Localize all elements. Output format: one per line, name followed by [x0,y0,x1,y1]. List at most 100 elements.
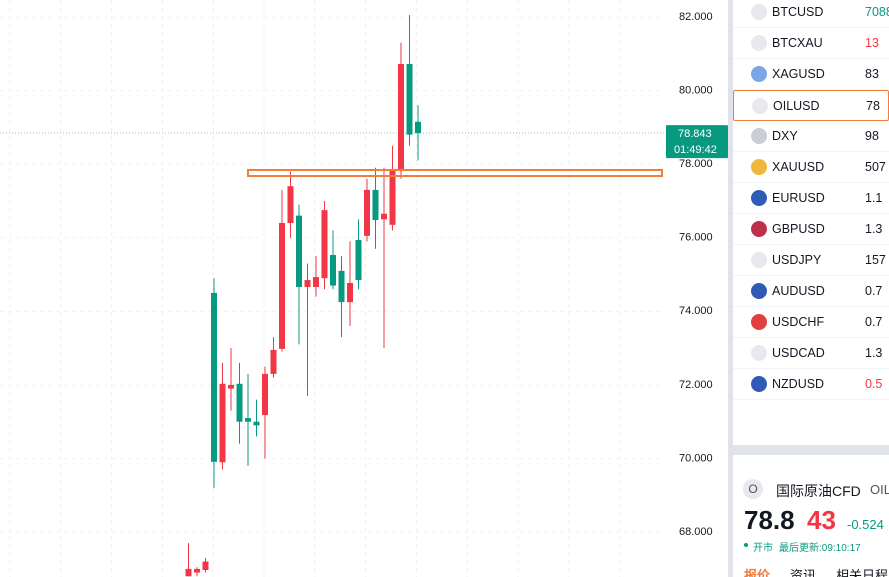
candle-body [406,64,413,135]
symbol-value: 83 [865,67,879,81]
price-tail: 43 [807,505,836,535]
watchlist-row[interactable]: DXY 98 [733,121,889,152]
y-tick-label: 72.000 [679,379,713,391]
watchlist-row[interactable]: OILUSD 78 [733,90,889,121]
symbol-icon [751,283,767,299]
symbol: EURUSD [772,191,825,205]
tab[interactable]: 报价 [744,568,771,577]
candle-body [253,421,260,426]
candle-body [372,189,379,221]
symbol-icon [751,4,767,20]
last-price-label: 78.843 [678,128,712,140]
price-change: -0.524 [847,517,884,532]
price-chart[interactable]: 82.000 80.000 78.000 76.000 74.000 72.000 70.0… [0,0,728,577]
symbol-value: 1.3 [865,222,883,236]
symbol-icon [751,221,767,237]
symbol-icon [751,345,767,361]
y-tick-label: 68.000 [679,526,713,538]
symbol: BTCXAU [772,36,823,50]
symbol-name: 国际原油CFD [776,483,861,499]
symbol: USDCAD [772,346,825,360]
candle-body [236,383,243,422]
symbol-value: 13 [865,36,879,50]
candle-body [219,383,226,463]
symbol-value: 157 [865,253,886,267]
symbol-detail: O 国际原油CFD OIL 78.8 43 -0.524 开市 最后更新:09:… [733,455,889,577]
status-dot [744,543,748,547]
watchlist-row[interactable]: USDCHF 0.7 [733,307,889,338]
symbol-icon [751,252,767,268]
last-price-box [666,125,728,159]
separator [733,445,889,455]
watchlist-row[interactable]: AUDUSD 0.7 [733,276,889,307]
price-main: 78.8 [744,505,795,535]
candle-body [185,568,192,577]
candle-body [381,213,387,220]
y-tick-label: 76.000 [679,232,713,244]
watchlist-row[interactable]: USDJPY 157 [733,245,889,276]
symbol-icon [752,98,768,114]
candle-body [287,186,294,223]
symbol-value: 0.5 [865,377,883,391]
watchlist-row[interactable]: NZDUSD 0.5 [733,369,889,400]
candle-body [389,170,396,225]
symbol: USDCHF [772,315,825,329]
symbol-icon: O [743,479,763,499]
symbol-icon [751,35,767,51]
y-tick-label: 80.000 [679,84,713,96]
candle-body [347,282,353,303]
candle-body [330,255,336,286]
watchlist-row[interactable]: EURUSD 1.1 [733,183,889,214]
tab[interactable]: 资讯 [790,568,817,577]
symbol-icon [751,159,767,175]
symbol: OILUSD [773,99,820,113]
symbol: BTCUSD [772,5,824,19]
watchlist: BTCUSD 7088 BTCXAU 13 XAGUSD 83 OILUSD 78 DXY 98 X… [733,0,889,430]
price-axis-bg [665,0,728,577]
symbol-value: 7088 [865,5,889,19]
candle-body [313,277,319,288]
symbol-value: 1.1 [865,191,883,205]
symbol-value: 78 [866,99,880,113]
y-tick-label: 78.000 [679,158,713,170]
symbol-icon [751,128,767,144]
symbol: AUDUSD [772,284,825,298]
watchlist-row[interactable]: GBPUSD 1.3 [733,214,889,245]
y-tick-label: 70.000 [679,452,713,464]
countdown: 01:49:42 [674,144,717,156]
candle-body [415,121,421,134]
symbol: GBPUSD [772,222,825,236]
tab[interactable]: 相关日程 [836,568,889,577]
market-status: 开市 [753,543,773,554]
symbol-value: 507 [865,160,886,174]
watchlist-row[interactable]: BTCXAU 13 [733,28,889,59]
symbol-icon [751,66,767,82]
y-tick-label: 74.000 [679,305,713,317]
candle-body [228,384,234,389]
drawn-rectangle[interactable] [247,169,663,177]
candle-body [262,373,268,416]
watchlist-row[interactable]: USDCAD 1.3 [733,338,889,369]
symbol: XAGUSD [772,67,825,81]
candle-body [194,568,200,573]
watchlist-row[interactable]: XAGUSD 83 [733,59,889,90]
candle-body [245,418,251,422]
candle-body [398,64,404,171]
last-updated: 最后更新:09:10:17 [779,543,861,554]
symbol-value: 0.7 [865,315,883,329]
symbol: DXY [772,129,798,143]
candle-body [321,210,328,279]
symbol-icon [751,376,767,392]
watchlist-row[interactable]: BTCUSD 7088 [733,0,889,28]
symbol-ticker: OIL [870,482,889,497]
candle-body [304,280,311,288]
symbol-value: 0.7 [865,284,883,298]
symbol-icon [751,190,767,206]
symbol-value: 98 [865,129,879,143]
candle-body [270,349,277,374]
watchlist-row[interactable]: XAUUSD 507 [733,152,889,183]
candle-body [355,239,362,281]
candle-body [338,270,345,303]
candle-body [211,292,217,462]
